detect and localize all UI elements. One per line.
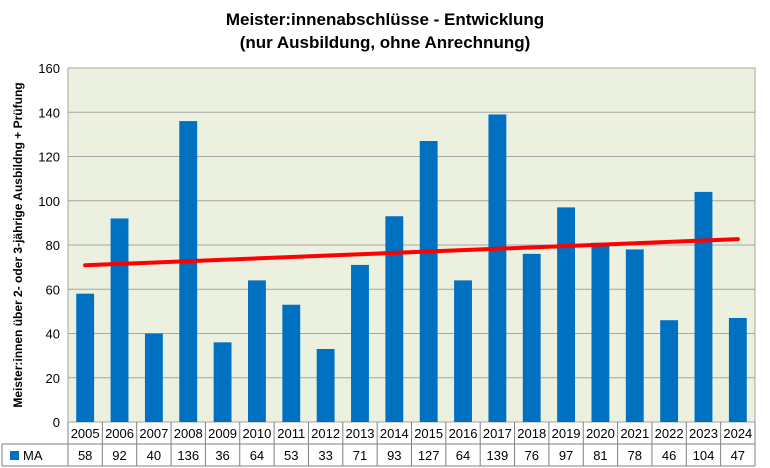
- y-tick-label: 160: [38, 61, 60, 76]
- bar: [488, 114, 507, 423]
- data-label: 127: [418, 448, 440, 463]
- x-tick-label: 2007: [139, 426, 168, 441]
- data-label: 81: [593, 448, 607, 463]
- bar: [351, 264, 369, 422]
- bar: [454, 280, 472, 422]
- data-label: 93: [387, 448, 401, 463]
- x-tick-label: 2015: [414, 426, 443, 441]
- y-axis-label: Meister:innen über 2- oder 3-jährige Aus…: [11, 82, 25, 407]
- data-label: 76: [524, 448, 538, 463]
- x-tick-label: 2009: [208, 426, 237, 441]
- x-tick-label: 2020: [586, 426, 615, 441]
- x-tick-label: 2014: [380, 426, 409, 441]
- x-tick-label: 2006: [105, 426, 134, 441]
- bars: [76, 114, 747, 423]
- x-tick-label: 2008: [174, 426, 203, 441]
- y-tick-label: 60: [46, 282, 60, 297]
- x-tick-label: 2023: [689, 426, 718, 441]
- data-label: 97: [559, 448, 573, 463]
- bar: [591, 242, 610, 422]
- data-label: 136: [177, 448, 199, 463]
- bar: [557, 207, 576, 422]
- x-tick-label: 2005: [71, 426, 100, 441]
- data-label: 36: [215, 448, 229, 463]
- y-tick-label: 120: [38, 150, 60, 165]
- y-tick-label: 140: [38, 105, 60, 120]
- bar: [522, 253, 541, 422]
- bar: [76, 293, 95, 422]
- y-tick-label: 20: [46, 371, 60, 386]
- data-table: 2005 58 2006 92 2007 40 2008 136 2009 36 2010 64 201…: [1, 422, 756, 467]
- data-label: 71: [353, 448, 367, 463]
- bar: [213, 342, 232, 422]
- x-tick-label: 2019: [552, 426, 581, 441]
- data-label: 58: [78, 448, 92, 463]
- chart-title: Meister:innenabschlüsse - Entwicklung: [226, 10, 544, 29]
- x-tick-label: 2017: [483, 426, 512, 441]
- bar: [728, 318, 747, 422]
- data-label: 33: [318, 448, 332, 463]
- x-tick-label: 2018: [517, 426, 546, 441]
- bar: [385, 216, 404, 422]
- data-label: 104: [693, 448, 715, 463]
- bar: [282, 304, 301, 422]
- legend-label: MA: [23, 448, 43, 463]
- chart-subtitle: (nur Ausbildung, ohne Anrechnung): [240, 33, 531, 52]
- legend-swatch: [10, 451, 19, 460]
- x-tick-label: 2016: [449, 426, 478, 441]
- data-label: 64: [456, 448, 470, 463]
- bar: [419, 141, 438, 422]
- data-label: 46: [662, 448, 676, 463]
- y-tick-label: 40: [46, 327, 60, 342]
- data-label: 92: [112, 448, 126, 463]
- data-label: 53: [284, 448, 298, 463]
- x-tick-label: 2022: [655, 426, 684, 441]
- bar: [660, 320, 679, 422]
- bar: [247, 280, 266, 422]
- data-label: 64: [250, 448, 264, 463]
- x-tick-label: 2021: [620, 426, 649, 441]
- y-tick-label: 80: [46, 238, 60, 253]
- data-label: 40: [147, 448, 161, 463]
- x-tick-label: 2012: [311, 426, 340, 441]
- y-tick-label: 0: [53, 415, 60, 430]
- x-tick-label: 2013: [346, 426, 375, 441]
- data-label: 47: [731, 448, 745, 463]
- bar: [316, 348, 335, 422]
- y-axis-ticks: 0 20 40 60 80 100 120 140 160: [38, 61, 60, 430]
- bar: [179, 121, 198, 422]
- data-label: 78: [628, 448, 642, 463]
- bar: [694, 191, 713, 422]
- x-tick-label: 2024: [723, 426, 752, 441]
- trend-line-group: [83, 237, 740, 268]
- bar: [144, 333, 163, 422]
- data-label: 139: [487, 448, 509, 463]
- bar: [110, 218, 129, 422]
- trend-line: [83, 237, 740, 268]
- x-tick-label: 2011: [277, 426, 305, 441]
- y-tick-label: 100: [38, 194, 60, 209]
- bar: [625, 249, 644, 422]
- x-tick-label: 2010: [242, 426, 271, 441]
